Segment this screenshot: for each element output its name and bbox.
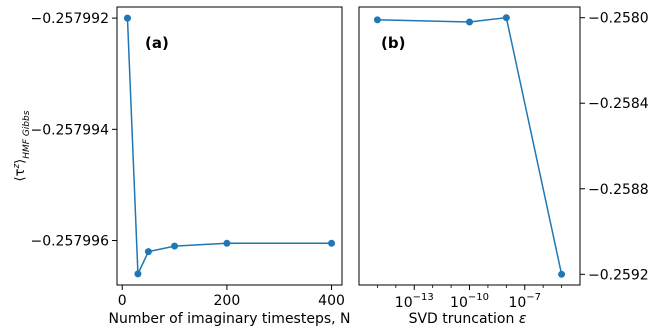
data-point-a [144,248,152,256]
data-point-b [558,270,566,278]
x-axis-label-a: Number of imaginary timesteps, N [108,311,350,327]
data-point-a [223,239,231,247]
x-tick-label-a: 200 [214,293,241,309]
x-tick-label-b: 10−13 [395,292,434,311]
y-ticks-b: −0.2580 −0.2584 −0.2588 −0.2592 [580,11,649,283]
data-point-a [171,242,179,250]
tick-exponent: −10 [468,292,489,303]
data-point-a [123,14,131,22]
data-point-b [466,18,473,26]
tick-base: 10 [508,295,526,311]
tick-exponent: −7 [526,292,541,303]
panel-a: −0.257992−0.257994−0.257996 0 200 400 (a) … [12,6,351,327]
plot-frame-a [116,6,343,286]
data-point-a [134,270,142,278]
panel-label-b: (b) [381,34,405,52]
tick-exponent: −13 [413,292,434,303]
y-label-sub: HMF Gibbs [22,110,32,158]
y-ticks-a: −0.257992 −0.257994 −0.257996 [30,11,117,250]
data-point-b [502,14,510,22]
panel-b: −0.2580−0.2584−0.2588−0.2592 10−13 10−10 1… [358,6,649,327]
x-label-symbol: ε [519,311,527,327]
y-label-main: ⟨τ [13,168,28,181]
y-tick-label-b: −0.2580 [588,11,649,27]
series-a [123,14,336,278]
series-line-b [377,16,563,275]
y-tick-label-a: −0.257992 [30,11,109,27]
x-tick-label-b: 10−10 [450,292,489,311]
tick-base: 10 [450,295,468,311]
x-label-text: SVD truncation [409,311,519,327]
y-axis-label-a: ⟨τz⟩HMF Gibbs [12,110,32,181]
x-ticks-a: 0 200 400 [118,285,345,309]
panel-label-a: (a) [145,34,169,52]
y-tick-label-b: −0.2592 [588,267,649,283]
y-tick-label-a: −0.257994 [30,122,109,138]
series-b [373,14,566,278]
data-point-b [373,16,381,24]
y-label-close: ⟩ [13,159,28,164]
series-line-a [126,18,332,275]
x-ticks-b: 10−13 10−10 10−7 [377,285,562,311]
x-tick-label-b: 10−7 [508,292,541,311]
x-tick-label-a: 0 [118,293,127,309]
tick-base: 10 [395,295,413,311]
y-tick-label-b: −0.2584 [588,96,649,112]
x-tick-label-a: 400 [318,293,345,309]
y-label-sup: z [12,164,22,170]
x-axis-label-b: SVD truncation ε [409,311,527,327]
data-point-a [328,239,336,247]
y-tick-label-b: −0.2588 [588,182,649,198]
y-tick-label-a: −0.257996 [30,234,109,250]
